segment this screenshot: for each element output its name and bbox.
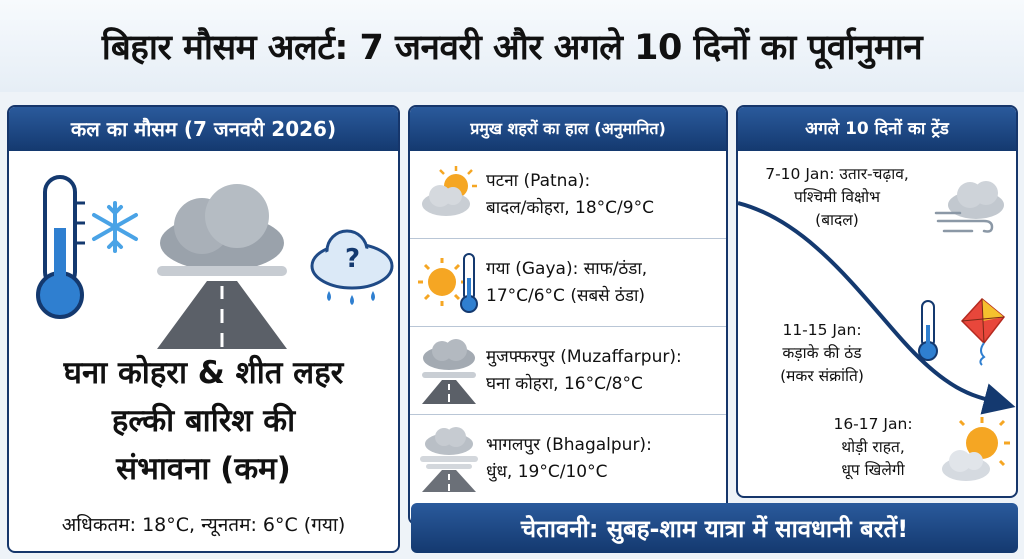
city-name: भागलपुर (Bhagalpur): (486, 435, 652, 455)
city-text-bhagalpur: भागलपुर (Bhagalpur): धुंध, 19°C/10°C (480, 432, 652, 486)
tomorrow-weather-panel: कल का मौसम (7 जनवरी 2026) (7, 105, 400, 553)
city-text-muzaffarpur: मुजफ्फरपुर (Muzaffarpur): घना कोहरा, 16°… (480, 344, 682, 398)
snowflake-icon (92, 201, 138, 253)
trend-arrow (738, 201, 1016, 415)
trend-header: अगले 10 दिनों का ट्रेंड (738, 107, 1016, 151)
trend-period-3: 16-17 Jan: थोड़ी राहत, धूप खिलेगी (808, 413, 938, 482)
city-row-bhagalpur: भागलपुर (Bhagalpur): धुंध, 19°C/10°C (410, 415, 726, 503)
headline-line-2: हल्की बारिश की (111, 403, 296, 439)
city-forecast: बादल/कोहरा, 18°C/9°C (486, 197, 654, 218)
city-row-gaya: गया (Gaya): साफ/ठंडा, 17°C/6°C (सबसे ठंड… (410, 239, 726, 327)
city-row-muzaffarpur: मुजफ्फरपुर (Muzaffarpur): घना कोहरा, 16°… (410, 327, 726, 415)
rain-question-cloud-icon: ? (310, 229, 394, 305)
city-name: मुजफ्फरपुर (Muzaffarpur): (486, 346, 682, 367)
tomorrow-icons: ? (9, 151, 398, 351)
city-forecast: घना कोहरा, 16°C/8°C (486, 373, 643, 394)
sun-thermometer-icon (418, 252, 478, 313)
trend-3-line-1: 16-17 Jan: (833, 415, 913, 433)
city-forecast: धुंध, 19°C/10°C (486, 462, 608, 482)
warning-text: चेतावनी: सुबह-शाम यात्रा में सावधानी बरत… (520, 514, 909, 543)
cities-panel: प्रमुख शहरों का हाल (अनुमानित) पटना (Pat… (408, 105, 728, 525)
trend-1-line-2: पश्चिमी विक्षोभ (793, 188, 881, 206)
city-text-patna: पटना (Patna): बादल/कोहरा, 18°C/9°C (480, 168, 654, 222)
trend-1-line-1: 7-10 Jan: उतार-चढ़ाव, (765, 165, 909, 183)
page-title: बिहार मौसम अलर्ट: 7 जनवरी और अगले 10 दिन… (101, 27, 923, 68)
cloud-sun-icon (422, 165, 477, 216)
trend-3-line-3: धूप खिलेगी (841, 461, 905, 479)
headline-line-3: संभावना (कम) (116, 451, 291, 487)
city-row-patna: पटना (Patna): बादल/कोहरा, 18°C/9°C (410, 151, 726, 239)
cloud-wind-icon (934, 181, 1004, 233)
trend-period-1: 7-10 Jan: उतार-चढ़ाव, पश्चिमी विक्षोभ (ब… (742, 163, 932, 232)
trend-period-2: 11-15 Jan: कड़ाके की ठंड (मकर संक्रांति) (742, 319, 902, 388)
sun-cloud-icon (942, 417, 1010, 481)
fog-road-icon (422, 338, 476, 404)
thermometer-icon (36, 175, 85, 319)
city-text-gaya: गया (Gaya): साफ/ठंडा, 17°C/6°C (सबसे ठंड… (480, 256, 647, 310)
city-name: पटना (Patna): (486, 170, 591, 191)
city-forecast: 17°C/6°C (सबसे ठंडा) (486, 285, 646, 306)
headline-line-1: घना कोहरा & शीत लहर (63, 355, 344, 391)
tomorrow-headline: घना कोहरा & शीत लहर हल्की बारिश की संभाव… (9, 349, 398, 493)
city-name: गया (Gaya): साफ/ठंडा, (486, 258, 648, 279)
thermometer-kite-icon (918, 297, 1006, 366)
min-max-temperature: अधिकतम: 18°C, न्यूनतम: 6°C (गया) (61, 514, 346, 536)
trend-2-line-1: 11-15 Jan: (782, 321, 862, 339)
trend-panel: अगले 10 दिनों का ट्रेंड 7-10 Jan: उतार-च… (736, 105, 1018, 498)
mist-road-icon (420, 427, 478, 492)
trend-3-line-2: थोड़ी राहत, (841, 438, 905, 456)
title-bar: बिहार मौसम अलर्ट: 7 जनवरी और अगले 10 दिन… (0, 0, 1024, 92)
trend-2-line-2: कड़ाके की ठंड (782, 344, 862, 362)
trend-2-line-3: (मकर संक्रांति) (780, 367, 864, 385)
tomorrow-weather-header: कल का मौसम (7 जनवरी 2026) (9, 107, 398, 151)
fog-cloud-road-icon (157, 184, 287, 349)
travel-warning-banner: चेतावनी: सुबह-शाम यात्रा में सावधानी बरत… (411, 503, 1018, 553)
svg-text:?: ? (345, 244, 360, 274)
cities-header: प्रमुख शहरों का हाल (अनुमानित) (410, 107, 726, 151)
trend-1-line-3: (बादल) (815, 211, 859, 229)
